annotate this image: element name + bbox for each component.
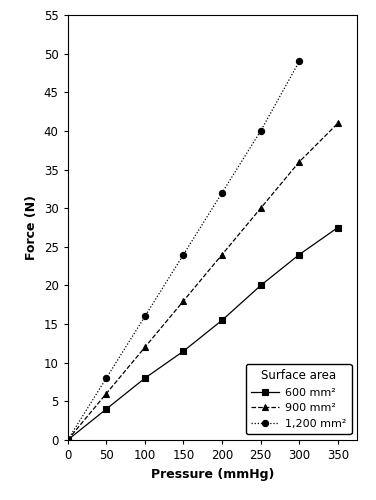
900 mm² — [297, 159, 302, 165]
900 mm² — [104, 390, 109, 396]
Line: 1,200 mm²: 1,200 mm² — [65, 58, 302, 443]
900 mm² — [258, 205, 263, 211]
600 mm² — [181, 348, 186, 354]
900 mm² — [220, 252, 224, 258]
Line: 600 mm²: 600 mm² — [65, 224, 341, 443]
900 mm² — [65, 437, 70, 443]
900 mm² — [143, 344, 147, 350]
600 mm² — [258, 282, 263, 288]
600 mm² — [143, 375, 147, 381]
Legend: 600 mm², 900 mm², 1,200 mm²: 600 mm², 900 mm², 1,200 mm² — [246, 364, 352, 434]
600 mm² — [336, 224, 340, 230]
1,200 mm² — [297, 58, 302, 64]
600 mm² — [65, 437, 70, 443]
900 mm² — [336, 120, 340, 126]
1,200 mm² — [65, 437, 70, 443]
Line: 900 mm²: 900 mm² — [65, 120, 341, 443]
1,200 mm² — [143, 314, 147, 320]
1,200 mm² — [104, 375, 109, 381]
Y-axis label: Force (N): Force (N) — [25, 195, 38, 260]
900 mm² — [181, 298, 186, 304]
X-axis label: Pressure (mmHg): Pressure (mmHg) — [151, 468, 274, 480]
1,200 mm² — [181, 252, 186, 258]
600 mm² — [220, 317, 224, 323]
600 mm² — [104, 406, 109, 412]
1,200 mm² — [220, 190, 224, 196]
600 mm² — [297, 252, 302, 258]
1,200 mm² — [258, 128, 263, 134]
